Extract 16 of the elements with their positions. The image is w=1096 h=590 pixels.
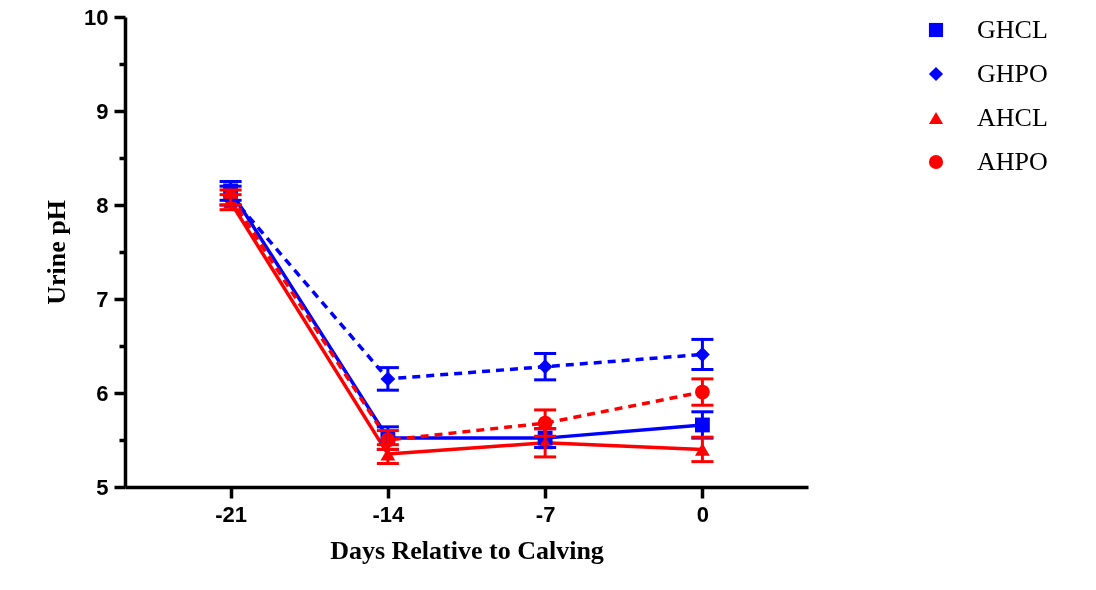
legend-label: AHCL — [977, 103, 1048, 132]
legend-label: GHPO — [977, 59, 1048, 88]
x-tick-label: -21 — [215, 501, 247, 527]
y-tick-label: 5 — [96, 474, 109, 500]
y-axis-title: Urine pH — [42, 200, 72, 305]
x-tick-label: -14 — [372, 501, 406, 527]
y-tick-label: 6 — [96, 380, 109, 406]
legend-label: GHCL — [977, 15, 1048, 44]
x-tick-label: 0 — [696, 501, 710, 527]
y-tick-label: 9 — [96, 98, 109, 124]
y-tick-label: 7 — [96, 286, 109, 312]
x-tick-label: -7 — [535, 501, 556, 527]
y-tick-label: 8 — [96, 192, 109, 218]
legend-label: AHPO — [977, 147, 1048, 176]
x-axis-title: Days Relative to Calving — [330, 535, 604, 565]
y-tick-label: 10 — [84, 4, 109, 30]
